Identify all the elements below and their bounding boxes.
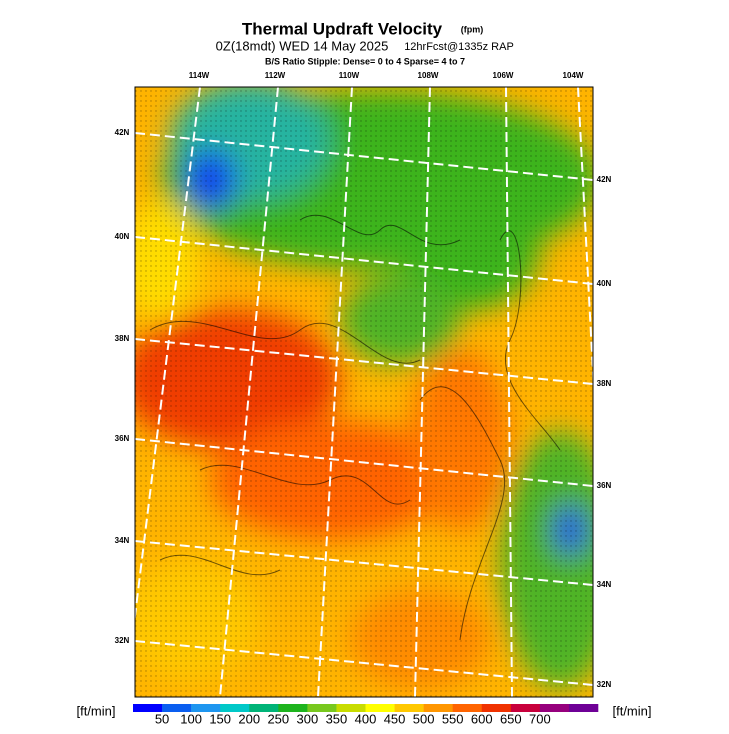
map-field: [135, 87, 593, 697]
lon-label: 108W: [418, 71, 439, 80]
lat-label-left: 38N: [115, 334, 130, 343]
lat-label-right: 42N: [597, 175, 612, 184]
colorbar-tick-label: 300: [297, 711, 319, 726]
lon-label: 110W: [339, 71, 360, 80]
colorbar-swatch: [539, 704, 570, 712]
title-unit: (fpm): [461, 24, 484, 34]
colorbar-tick-label: 100: [180, 711, 202, 726]
colorbar-swatch: [481, 704, 512, 712]
colorbar-tick-label: 650: [500, 711, 522, 726]
colorbar-tick-label: 600: [471, 711, 493, 726]
colorbar-tick-label: 700: [529, 711, 551, 726]
lon-label: 114W: [189, 71, 210, 80]
colorbar-swatch: [191, 704, 221, 712]
lat-label-right: 32N: [597, 680, 612, 689]
colorbar-unit-right: [ft/min]: [612, 703, 651, 718]
lat-label-right: 40N: [597, 279, 612, 288]
lat-label-right: 36N: [597, 481, 612, 490]
colorbar-tick-label: 450: [384, 711, 406, 726]
colorbar-swatch: [162, 704, 192, 712]
lat-label-right: 38N: [597, 379, 612, 388]
lat-label-left: 42N: [115, 128, 130, 137]
colorbar-swatch: [423, 704, 453, 712]
colorbar-swatch: [394, 704, 424, 712]
colorbar-swatch: [307, 704, 337, 712]
colorbar-tick-label: 350: [326, 711, 348, 726]
subtitle: 0Z(18mdt) WED 14 May 2025: [216, 38, 389, 53]
lat-label-left: 40N: [115, 232, 130, 241]
lon-label: 106W: [493, 71, 514, 80]
colorbar-tick-label: 550: [442, 711, 464, 726]
lat-label-left: 36N: [115, 434, 130, 443]
stipple-note: B/S Ratio Stipple: Dense= 0 to 4 Sparse=…: [265, 56, 465, 66]
colorbar-swatch: [568, 704, 599, 712]
colorbar-swatch: [336, 704, 366, 712]
lat-label-left: 32N: [115, 636, 130, 645]
colorbar-tick-label: 250: [267, 711, 289, 726]
subtitle-run: 12hrFcst@1335z RAP: [404, 41, 514, 53]
lat-label-right: 34N: [597, 580, 612, 589]
lon-label: 104W: [563, 71, 584, 80]
colorbar-tick-label: 50: [155, 711, 169, 726]
colorbar-swatch: [278, 704, 308, 712]
colorbar-swatch: [510, 704, 541, 712]
colorbar-tick-label: 150: [209, 711, 231, 726]
colorbar-tick-label: 500: [413, 711, 435, 726]
lat-label-left: 34N: [115, 536, 130, 545]
colorbar-tick-label: 400: [355, 711, 377, 726]
colorbar-swatch: [452, 704, 483, 712]
colorbar-unit-left: [ft/min]: [76, 703, 115, 718]
colorbar-swatch: [249, 704, 279, 712]
lon-label: 112W: [265, 71, 286, 80]
colorbar-tick-label: 200: [238, 711, 260, 726]
colorbar-swatch: [365, 704, 395, 712]
colorbar-swatch: [133, 704, 163, 712]
colorbar-swatch: [220, 704, 250, 712]
title: Thermal Updraft Velocity: [242, 19, 443, 38]
map-frame: [134, 86, 594, 698]
